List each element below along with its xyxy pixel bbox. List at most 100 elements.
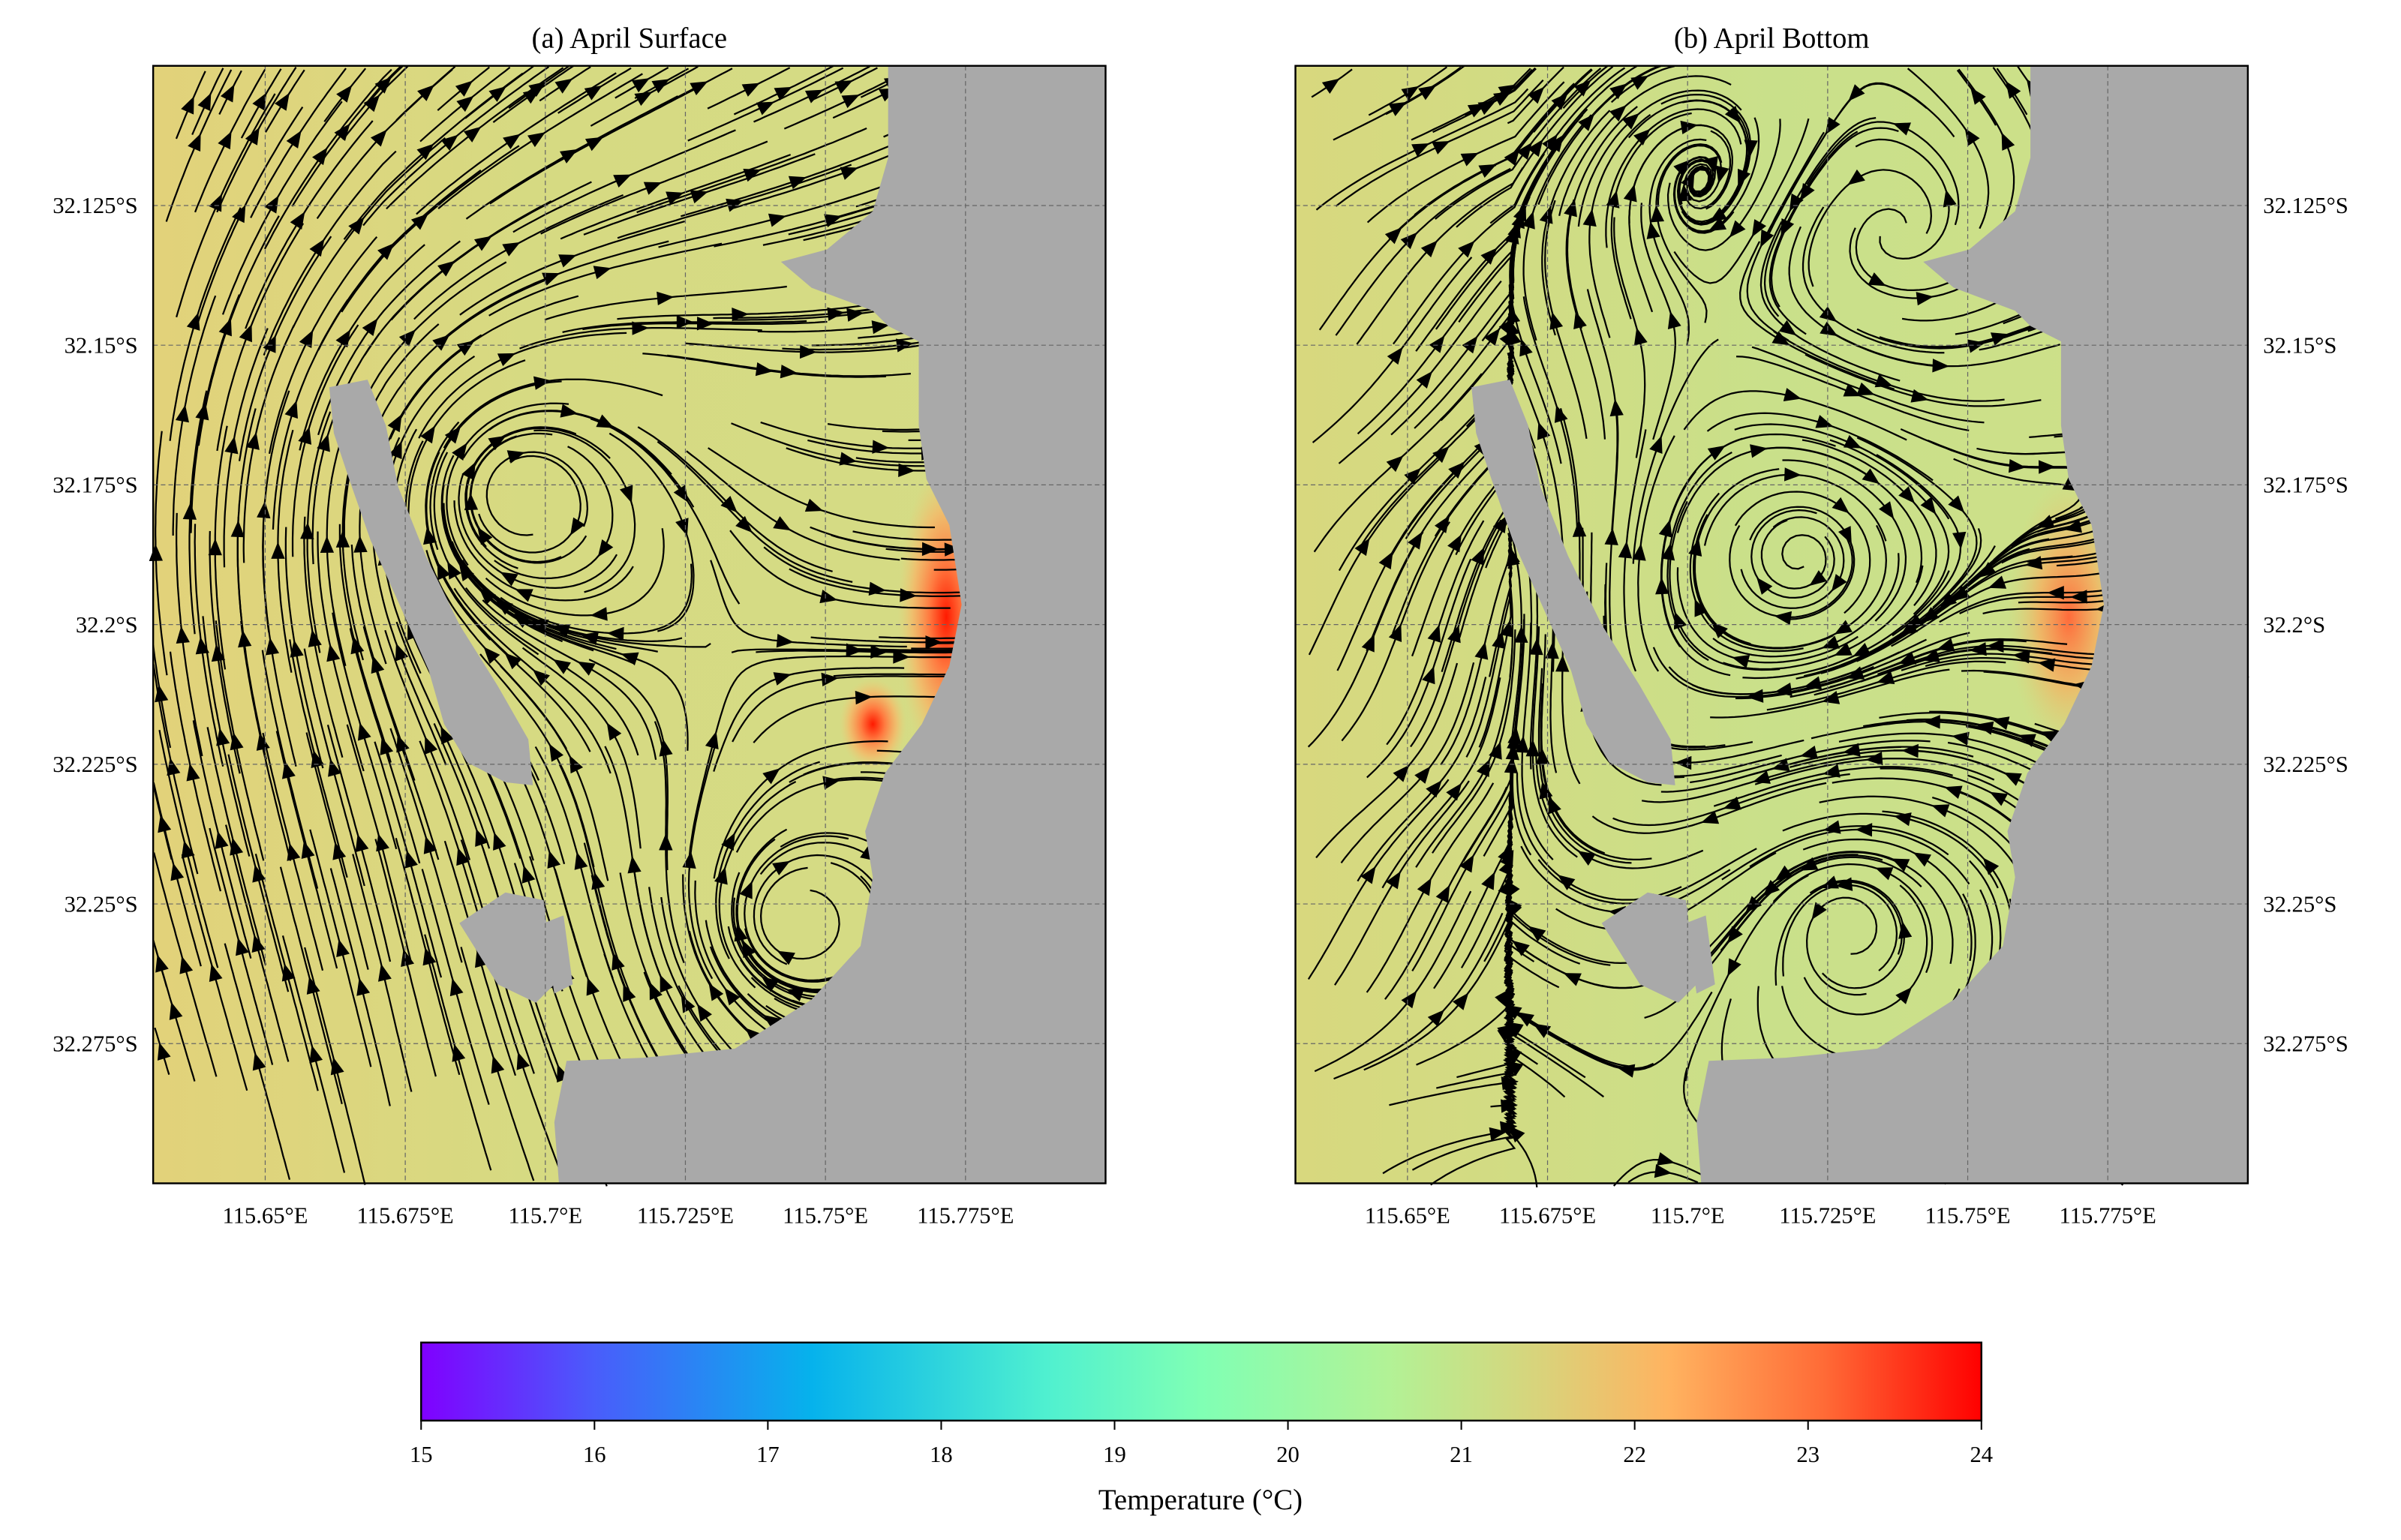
flow-arrow-icon — [404, 850, 418, 869]
flow-arrow-icon — [1847, 169, 1865, 185]
flow-arrow-icon — [690, 81, 708, 95]
flow-arrow-icon — [401, 949, 415, 968]
flow-arrow-icon — [840, 167, 858, 180]
flow-arrow-icon — [257, 500, 271, 519]
flow-arrow-icon — [1459, 854, 1474, 873]
flow-arrow-icon — [175, 404, 189, 423]
flow-arrow-icon — [1432, 446, 1450, 464]
flow-arrow-icon — [804, 89, 824, 104]
flow-arrow-icon — [308, 629, 322, 647]
flow-arrow-icon — [1476, 758, 1490, 777]
flow-arrow-icon — [714, 866, 728, 885]
flow-arrow-icon — [1774, 611, 1792, 626]
flow-arrow-icon — [488, 86, 506, 102]
flow-arrow-icon — [1952, 531, 1967, 550]
flow-arrow-icon — [627, 855, 642, 874]
flow-arrow-icon — [1646, 221, 1660, 239]
flow-arrow-icon — [1573, 80, 1591, 97]
flow-arrow-icon — [1504, 1023, 1523, 1038]
colorbar-tick-label: 23 — [1796, 1442, 1820, 1467]
flow-arrow-icon — [1516, 142, 1533, 161]
colorbar-tick-label: 20 — [1276, 1442, 1300, 1467]
flow-arrow-icon — [776, 634, 794, 648]
flow-arrow-icon — [264, 195, 279, 214]
flow-arrow-icon — [216, 728, 230, 746]
flow-arrow-icon — [1386, 871, 1401, 890]
flow-arrow-icon — [788, 176, 807, 190]
flow-arrow-icon — [1809, 570, 1827, 586]
flow-arrow-icon — [1667, 311, 1681, 329]
flow-arrow-icon — [774, 86, 792, 101]
flow-arrow-icon — [312, 147, 328, 166]
colorbar-tick-label: 19 — [1103, 1442, 1126, 1467]
flow-arrow-icon — [1835, 877, 1853, 891]
land-mask — [329, 380, 533, 785]
flow-arrow-icon — [1649, 435, 1663, 454]
flow-arrow-icon — [606, 626, 624, 641]
flow-arrow-icon — [290, 212, 305, 230]
flow-arrow-icon — [1678, 184, 1692, 202]
x-tick-label: 115.725°E — [1779, 1203, 1876, 1229]
flow-arrow-icon — [547, 850, 561, 869]
flow-arrow-icon — [1401, 990, 1417, 1009]
flow-arrow-icon — [1489, 741, 1502, 760]
flow-arrow-icon — [188, 133, 201, 152]
flow-arrow-icon — [504, 653, 522, 670]
flow-arrow-icon — [606, 722, 622, 741]
flow-arrow-icon — [768, 213, 786, 227]
flow-arrow-icon — [1557, 875, 1576, 890]
x-tick-label: 115.65°E — [1365, 1203, 1450, 1229]
flow-arrow-icon — [675, 518, 689, 536]
y-tick-label: 32.2°S — [2263, 612, 2325, 638]
flow-arrow-icon — [1937, 638, 1955, 652]
flow-arrow-icon — [762, 768, 780, 785]
flow-arrow-icon — [176, 626, 190, 644]
flow-arrow-icon — [1504, 148, 1520, 167]
flow-arrow-icon — [584, 137, 604, 152]
flow-arrow-icon — [299, 329, 314, 349]
flow-arrow-icon — [181, 96, 194, 115]
flow-arrow-icon — [320, 536, 335, 554]
flow-arrow-icon — [1916, 292, 1934, 306]
flow-arrow-icon — [1418, 85, 1437, 101]
flow-arrow-icon — [1865, 752, 1883, 766]
flow-arrow-icon — [855, 690, 873, 705]
y-tick-label: 32.2°S — [76, 612, 138, 638]
flow-arrow-icon — [1844, 434, 1862, 449]
flow-arrow-icon — [1492, 631, 1506, 649]
colorbar: 15 16 17 18 19 20 21 22 23 24 Temperature (°C) — [410, 1341, 1993, 1516]
flow-arrow-icon — [265, 637, 280, 656]
panel-april-bottom: 115.65°E 115.675°E 115.7°E 115.725°E 115.75°… — [1294, 22, 2348, 1229]
flow-arrow-icon — [1498, 84, 1516, 99]
flow-arrow-icon — [477, 527, 493, 545]
flow-arrow-icon — [516, 1052, 530, 1070]
flow-arrow-icon — [2037, 658, 2056, 672]
flow-arrow-icon — [1874, 374, 1893, 388]
x-tick-label: 115.75°E — [1925, 1203, 2011, 1229]
flow-arrow-icon — [1609, 105, 1627, 122]
y-tick-label: 32.15°S — [65, 332, 138, 358]
flow-arrow-icon — [1650, 205, 1665, 223]
flow-arrow-icon — [839, 452, 858, 466]
flow-arrow-icon — [1708, 217, 1727, 232]
flow-arrow-icon — [593, 266, 612, 280]
flow-arrow-icon — [209, 963, 223, 982]
flow-arrow-icon — [238, 629, 252, 648]
flow-arrow-icon — [597, 539, 614, 557]
flow-arrow-icon — [422, 947, 437, 966]
flow-arrow-icon — [1711, 621, 1728, 639]
flow-arrow-icon — [548, 743, 564, 762]
flow-arrow-icon — [542, 272, 560, 286]
flow-arrow-icon — [374, 77, 392, 94]
flow-arrow-icon — [1878, 501, 1895, 519]
flow-arrow-icon — [1388, 623, 1402, 643]
flow-arrow-icon — [1555, 655, 1570, 672]
flow-arrow-icon — [584, 86, 603, 101]
flow-arrow-icon — [252, 92, 267, 111]
flow-arrow-icon — [2064, 519, 2082, 533]
flow-arrow-icon — [1632, 543, 1646, 561]
flow-arrow-icon — [1416, 371, 1432, 389]
flow-arrow-icon — [1709, 207, 1727, 223]
flow-arrow-icon — [660, 974, 673, 993]
flow-arrow-icon — [1447, 534, 1462, 553]
